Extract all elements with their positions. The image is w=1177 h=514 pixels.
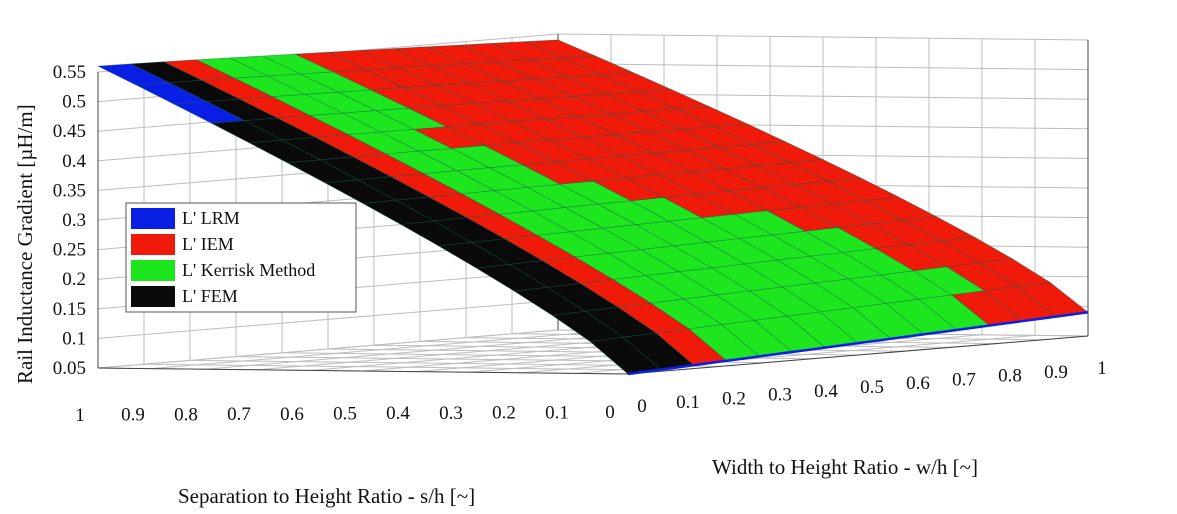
x-tick-label: 0.5: [860, 377, 884, 398]
x-tick-label: 0.7: [952, 369, 976, 390]
y-tick-label: 0.6: [280, 404, 304, 425]
lrm-series-line: [627, 311, 1089, 376]
x-tick-label: 0.4: [814, 381, 838, 402]
tick-labels: 0.05 0.1 0.15 0.2 0.25 0.3 0.35 0.4 0.45 0.5 0.55 0…: [53, 62, 1107, 426]
x-tick-label: 0: [637, 396, 647, 417]
z-tick-label: 0.1: [62, 328, 86, 349]
legend-label: L' FEM: [182, 286, 238, 306]
legend-swatch: [131, 208, 175, 229]
y-tick-label: 0.3: [439, 403, 463, 424]
x-tick-label: 0.2: [722, 388, 746, 409]
y-tick-label: 0.8: [174, 404, 198, 425]
z-tick-label: 0.35: [53, 180, 86, 201]
floor-gridline-s: [150, 330, 612, 370]
z-axis-label: Rail Inductance Gradient [µH/m]: [13, 104, 37, 384]
legend-swatch: [131, 286, 175, 307]
y-tick-label: 0.5: [333, 404, 357, 425]
legend: L' LRM L' IEM L' Kerrisk Method L' FEM: [125, 202, 357, 313]
box-edge: [97, 367, 629, 375]
y-axis-label: Separation to Height Ratio - s/h [~]: [178, 484, 475, 508]
surface-patches: [96, 39, 1089, 376]
z-tick-label: 0.2: [62, 269, 86, 290]
z-tick-label: 0.4: [62, 151, 86, 172]
legend-label: L' Kerrisk Method: [182, 260, 315, 280]
y-tick-label: 0.4: [386, 403, 410, 424]
z-tick-label: 0.25: [53, 240, 86, 261]
y-tick-label: 0.9: [121, 405, 145, 426]
z-tick-label: 0.15: [53, 299, 86, 320]
x-tick-label: 0.6: [906, 373, 930, 394]
x-tick-label: 1: [1097, 358, 1107, 379]
legend-swatch: [131, 234, 175, 255]
legend-label: L' LRM: [182, 208, 240, 228]
y-tick-label: 0.2: [492, 403, 516, 424]
z-tick-label: 0.45: [53, 121, 86, 142]
x-tick-label: 0.8: [998, 366, 1022, 387]
z-tick-label: 0.05: [53, 358, 86, 379]
z-tick-label: 0.5: [62, 92, 86, 113]
legend-label: L' IEM: [182, 234, 234, 254]
z-tick-label: 0.3: [62, 210, 86, 231]
box-edge: [627, 335, 1089, 375]
y-tick-label: 1: [75, 405, 85, 426]
x-axis-label: Width to Height Ratio - w/h [~]: [712, 455, 978, 479]
y-tick-label: 0: [605, 402, 615, 423]
z-tick-label: 0.55: [53, 62, 86, 83]
x-tick-label: 0.1: [676, 392, 700, 413]
legend-swatch: [131, 260, 175, 281]
y-tick-label: 0.1: [545, 402, 569, 423]
x-tick-label: 0.3: [768, 385, 792, 406]
y-tick-label: 0.7: [227, 404, 251, 425]
x-tick-label: 0.9: [1044, 362, 1068, 383]
